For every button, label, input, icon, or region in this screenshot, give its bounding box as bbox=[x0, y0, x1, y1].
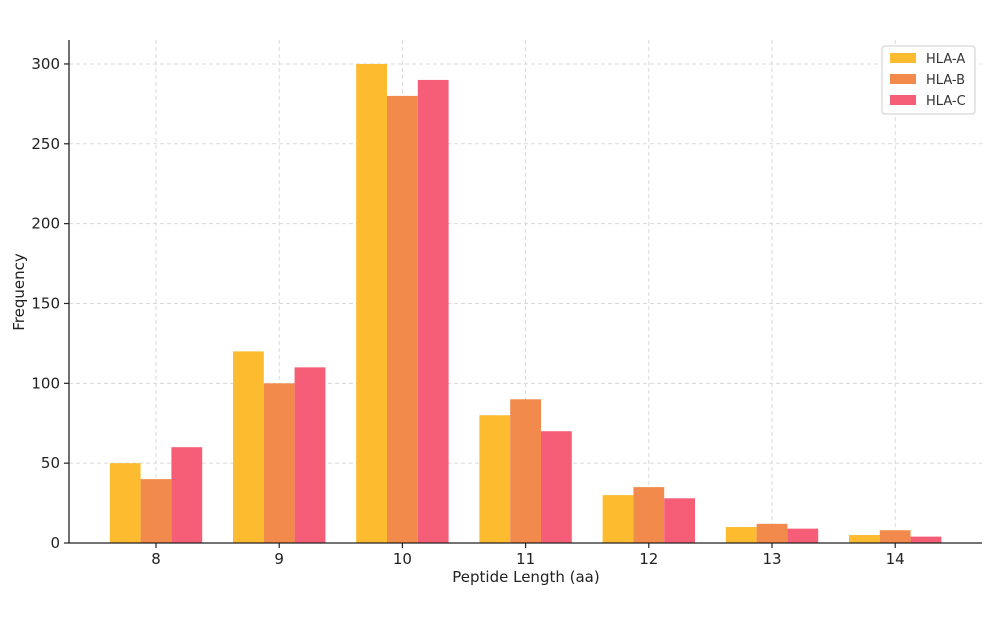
x-tick-label: 12 bbox=[639, 550, 658, 568]
bar-hla-a-10 bbox=[356, 63, 387, 543]
ticks: 0 50 100 150 200 250 300 8 9 10 11 12 13 14 bbox=[31, 55, 904, 568]
bar-hla-c-12 bbox=[664, 498, 695, 543]
x-axis-title: Peptide Length (aa) bbox=[452, 568, 599, 586]
legend-label-hla-a: HLA-A bbox=[926, 52, 965, 67]
y-tick-label: 100 bbox=[31, 374, 60, 392]
x-tick-label: 11 bbox=[516, 550, 535, 568]
bar-hla-c-13 bbox=[787, 528, 819, 543]
y-tick-label: 50 bbox=[41, 454, 60, 472]
bar-hla-c-11 bbox=[541, 431, 572, 543]
legend: HLA-A HLA-B HLA-C bbox=[881, 45, 976, 115]
y-tick-label: 300 bbox=[31, 55, 60, 73]
legend-label-hla-b: HLA-B bbox=[926, 73, 965, 88]
legend-swatch-hla-a bbox=[890, 53, 916, 63]
bar-hla-c-10 bbox=[417, 79, 449, 544]
legend-label-hla-c: HLA-C bbox=[926, 94, 966, 109]
legend-swatch-hla-b bbox=[890, 74, 916, 84]
x-tick-label: 8 bbox=[151, 550, 161, 568]
bar-hla-a-12 bbox=[602, 495, 634, 543]
bar-hla-a-9 bbox=[233, 351, 264, 543]
bar-hla-c-8 bbox=[171, 447, 203, 543]
bar-hla-b-8 bbox=[140, 479, 172, 543]
legend-swatch-hla-c bbox=[890, 95, 916, 105]
y-tick-label: 250 bbox=[31, 135, 60, 153]
bar-hla-a-11 bbox=[479, 415, 511, 543]
y-tick-label: 0 bbox=[50, 534, 60, 552]
x-tick-label: 10 bbox=[393, 550, 412, 568]
bar-hla-b-13 bbox=[756, 523, 788, 543]
bar-hla-c-14 bbox=[910, 536, 942, 543]
y-axis-title: Frequency bbox=[10, 253, 28, 331]
y-tick-label: 200 bbox=[31, 215, 60, 233]
x-tick-label: 14 bbox=[886, 550, 905, 568]
x-tick-label: 13 bbox=[762, 550, 781, 568]
y-tick-label: 150 bbox=[31, 294, 60, 312]
bar-hla-b-12 bbox=[633, 487, 665, 543]
bar-hla-b-10 bbox=[387, 95, 418, 543]
bar-hla-a-14 bbox=[849, 535, 880, 543]
bars bbox=[109, 63, 942, 544]
bar-hla-b-11 bbox=[510, 399, 541, 543]
bar-hla-a-8 bbox=[109, 463, 141, 543]
x-tick-label: 9 bbox=[274, 550, 284, 568]
bar-hla-a-13 bbox=[725, 527, 757, 543]
bar-hla-c-9 bbox=[294, 367, 326, 543]
bar-hla-b-9 bbox=[263, 383, 295, 543]
bar-hla-b-14 bbox=[879, 530, 911, 543]
